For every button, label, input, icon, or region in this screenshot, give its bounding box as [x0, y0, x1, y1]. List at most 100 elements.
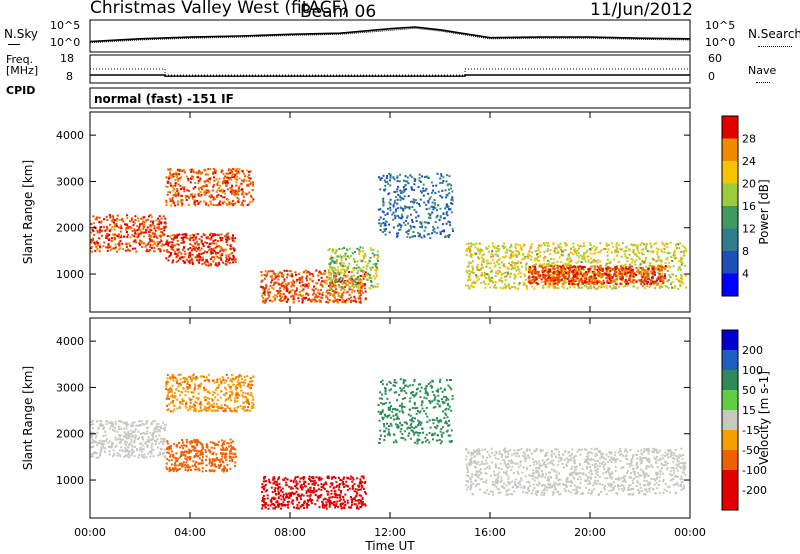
cell-1	[189, 408, 192, 411]
cell-0	[143, 453, 146, 456]
cell-2	[182, 260, 185, 262]
cell-3	[348, 297, 351, 300]
cell-3	[316, 296, 319, 299]
cell-6	[489, 286, 492, 289]
cell-7	[609, 269, 612, 272]
cell-7	[619, 282, 622, 285]
cell-1	[199, 179, 201, 182]
cell-0	[100, 422, 103, 425]
cell-1	[237, 201, 240, 203]
cell-5	[406, 215, 409, 218]
cell-6	[499, 286, 502, 289]
cell-7	[651, 275, 654, 278]
cell-0	[92, 239, 94, 241]
cell-0	[130, 440, 133, 443]
cell-6	[563, 242, 566, 245]
cell-3	[273, 299, 276, 302]
cell-3	[364, 283, 367, 286]
cell-0	[123, 450, 126, 453]
cell-0	[111, 226, 114, 229]
cell-5	[452, 230, 454, 233]
cell-3	[335, 299, 338, 302]
cell-5	[387, 207, 389, 210]
cell-0	[124, 436, 127, 439]
cell-7	[531, 265, 534, 268]
cell-6	[557, 251, 560, 254]
cell-4	[332, 260, 335, 263]
cell-1	[199, 386, 201, 389]
cell-6	[596, 261, 599, 264]
cell-3	[361, 291, 364, 294]
cell-0	[143, 242, 146, 245]
cell-5	[398, 223, 401, 226]
cell-0	[120, 234, 123, 237]
cell-0	[163, 455, 166, 458]
cell-5	[448, 183, 451, 186]
cell-7	[626, 281, 628, 284]
cell-1	[233, 176, 236, 179]
cell-2	[222, 441, 225, 444]
cell-3	[272, 295, 275, 298]
cell-1	[245, 396, 247, 398]
cell-0	[148, 237, 151, 240]
cell-6	[495, 286, 498, 289]
cell-1	[186, 387, 189, 390]
cell-1	[213, 171, 216, 173]
cell-1	[204, 181, 207, 184]
cell-5	[418, 233, 421, 236]
cell-2	[177, 243, 180, 246]
cell-1	[180, 201, 183, 204]
cell-1	[181, 203, 184, 206]
cell-3	[307, 299, 309, 301]
cell-6	[667, 279, 670, 282]
cell-3	[337, 280, 340, 282]
cell-6	[679, 283, 682, 286]
cell-1	[235, 395, 238, 398]
cell-5	[400, 192, 402, 195]
cell-6	[671, 286, 674, 289]
cell-7	[630, 268, 633, 271]
cell-1	[188, 189, 191, 192]
cell-4	[335, 262, 338, 265]
cell-1	[213, 405, 216, 408]
cell-6	[548, 260, 551, 263]
cell-0	[129, 244, 132, 247]
cell-5	[425, 187, 428, 190]
cell-5	[403, 188, 406, 191]
cell-2	[216, 264, 219, 267]
cell-7	[625, 279, 628, 282]
cell-0	[94, 441, 97, 444]
cell-1	[212, 196, 215, 199]
cell-6	[481, 274, 484, 276]
cell-2	[167, 242, 170, 245]
cell-7	[552, 270, 555, 273]
cell-6	[470, 254, 473, 256]
cell-6	[508, 262, 510, 265]
cell-0	[156, 244, 159, 247]
cell-3	[284, 283, 287, 286]
cell-5	[379, 216, 382, 219]
cell-6	[636, 287, 639, 289]
cell-0	[128, 433, 131, 435]
cell-5	[379, 188, 382, 191]
cell-0	[149, 225, 152, 228]
cell-6	[665, 266, 667, 269]
cell-0	[135, 424, 138, 427]
cell-0	[138, 225, 141, 228]
cell-6	[484, 286, 487, 289]
cell-6	[471, 267, 474, 270]
cell-0	[112, 455, 115, 458]
cell-1	[251, 200, 254, 203]
cell-7	[659, 268, 662, 271]
cell-7	[579, 272, 582, 275]
cell-7	[624, 278, 627, 281]
cell-6	[594, 259, 597, 262]
cell-6	[530, 280, 533, 283]
cell-1	[179, 373, 182, 376]
cell-7	[549, 265, 552, 267]
cell-3	[269, 291, 272, 294]
cell-1	[246, 399, 249, 402]
cell-6	[674, 285, 677, 287]
cell-6	[503, 256, 506, 259]
cell-3	[273, 282, 276, 285]
